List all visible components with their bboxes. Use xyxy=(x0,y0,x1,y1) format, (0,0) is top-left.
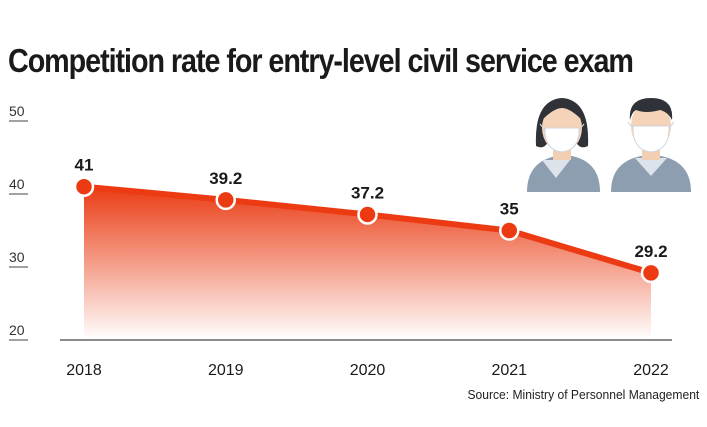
y-tick-label: 40 xyxy=(9,176,25,192)
data-label: 35 xyxy=(500,200,519,219)
y-axis: 50 40 30 20 xyxy=(9,103,28,341)
illustration xyxy=(527,98,691,192)
series-area xyxy=(84,186,651,340)
data-label: 37.2 xyxy=(351,183,384,202)
data-marks: 41 39.2 37.2 35 29.2 xyxy=(73,156,668,284)
data-point xyxy=(640,262,662,284)
woman-with-mask-icon xyxy=(527,98,600,192)
data-point xyxy=(73,176,95,197)
x-tick-label: 2018 xyxy=(66,362,102,379)
data-point xyxy=(499,220,520,241)
y-tick-label: 20 xyxy=(9,322,25,338)
x-axis-labels: 2018 2019 2020 2021 2022 xyxy=(66,362,669,379)
data-label: 39.2 xyxy=(209,169,242,188)
x-tick-label: 2020 xyxy=(350,362,386,379)
x-tick-label: 2021 xyxy=(491,362,527,379)
data-label: 29.2 xyxy=(634,242,667,261)
data-label: 41 xyxy=(75,156,94,175)
data-point xyxy=(215,189,236,211)
x-tick-label: 2019 xyxy=(208,362,244,379)
chart-title: Competition rate for entry-level civil s… xyxy=(8,42,634,79)
y-tick-label: 50 xyxy=(9,103,25,119)
data-point xyxy=(357,204,378,225)
x-tick-label: 2022 xyxy=(633,362,669,379)
y-tick-label: 30 xyxy=(9,249,25,265)
man-with-mask-icon xyxy=(611,98,691,192)
source-note: Source: Ministry of Personnel Management xyxy=(467,387,699,402)
